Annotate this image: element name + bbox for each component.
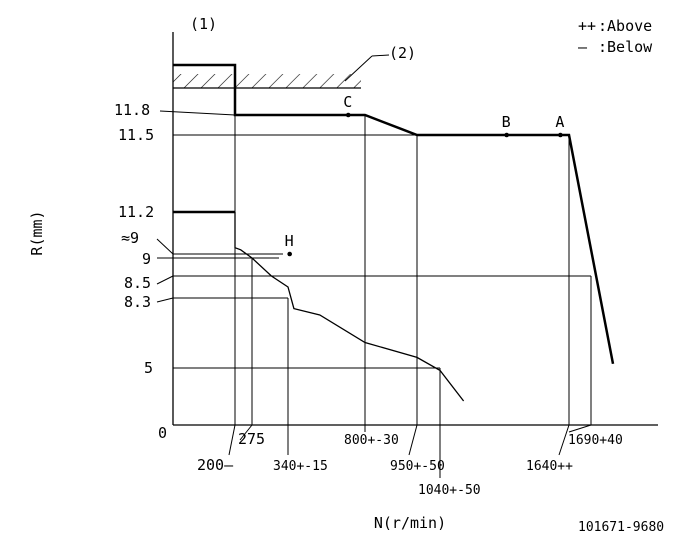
y-tick-label: 8.3 xyxy=(124,293,151,311)
point-label-b: B xyxy=(502,113,511,131)
x-tick-leader xyxy=(408,424,418,456)
x-tick-leader xyxy=(239,424,253,441)
callout-1: (1) xyxy=(190,15,217,33)
tick-leader xyxy=(156,297,174,303)
point-label-c: C xyxy=(343,93,352,111)
tick-leader xyxy=(156,238,174,255)
y-tick-label: 11.8 xyxy=(114,101,150,119)
x-tick-label: 1640++ xyxy=(526,459,573,474)
y-tick-label: ≈9 xyxy=(121,229,139,247)
series-line-upper xyxy=(173,63,615,365)
x-tick-label: 1040+-50 xyxy=(418,483,481,498)
series-line-lower xyxy=(234,212,465,402)
point-a xyxy=(558,132,563,138)
figure-id: 101671-9680 xyxy=(578,520,664,535)
callout-2-leader xyxy=(344,55,373,82)
x-tick-leader xyxy=(558,424,570,456)
callout-2-leader-tail xyxy=(371,54,390,57)
tick-leader xyxy=(156,275,174,285)
x-tick-labels: 200—275 340+-15 800+-30 950+-50 1040+-50 1640… xyxy=(197,430,623,498)
y-tick-label: 9 xyxy=(142,250,151,268)
x-axis-label: N(r/min) xyxy=(374,514,446,532)
origin-label: 0 xyxy=(158,424,167,442)
x-tick-label: 950+-50 xyxy=(390,459,445,474)
x-tick-label: 200— xyxy=(197,456,234,474)
legend-below-symbol: — xyxy=(578,38,588,56)
y-tick-label: 8.5 xyxy=(124,274,151,292)
point-b xyxy=(504,132,509,138)
y-tick-label: 11.5 xyxy=(118,126,154,144)
y-tick-label: 5 xyxy=(144,359,153,377)
point-label-a: A xyxy=(555,113,564,131)
stop-band-hatch xyxy=(173,74,361,88)
x-tick-label: 800+-30 xyxy=(344,433,399,448)
stop-band xyxy=(173,74,361,89)
y-tick-label: 11.2 xyxy=(118,203,154,221)
legend-above-symbol: ++ xyxy=(578,17,596,35)
x-tick-leader xyxy=(228,424,236,456)
y-axis-label: R(mm) xyxy=(28,210,46,255)
tick-leader xyxy=(159,110,236,116)
guide-lines xyxy=(156,110,592,478)
legend-above-text: :Above xyxy=(598,17,652,35)
legend-below-text: :Below xyxy=(598,38,653,56)
point-label-h: H xyxy=(285,232,294,250)
point-markers: A B C H xyxy=(285,93,564,257)
x-tick-leader xyxy=(568,424,592,433)
point-c xyxy=(345,112,351,118)
x-tick-label: 340+-15 xyxy=(273,459,328,474)
point-h xyxy=(287,251,292,257)
y-tick-labels: 11.8 11.5 11.2 ≈99 8.58.3 5 xyxy=(114,101,154,377)
x-tick-label: 275 xyxy=(238,430,265,448)
series-group xyxy=(173,63,615,402)
callout-2: (2) xyxy=(389,44,416,62)
x-tick-label: 1690+40 xyxy=(568,433,623,448)
